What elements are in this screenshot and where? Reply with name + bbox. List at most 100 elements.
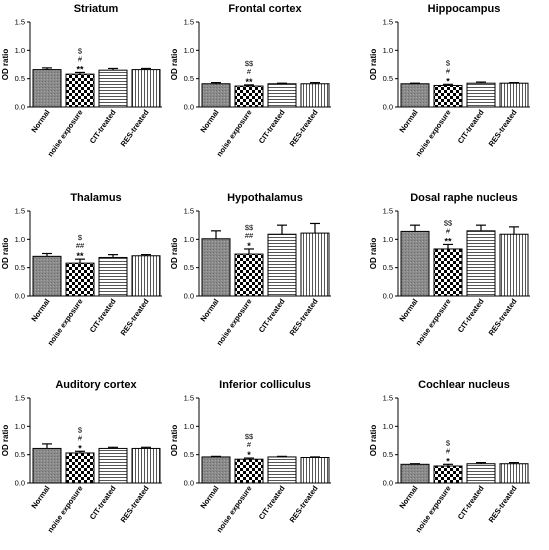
x-tick-label: Normal [198,297,220,323]
significance-marker: $$ [245,223,254,232]
panel-dosal-raphe-nucleus: Dosal raphe nucleus OD ratio 0.0 0.5 1.0 1.5 N… [369,192,530,347]
significance-marker: ** [76,251,84,261]
panel-inferior-colliculus: Inferior colliculus OD ratio 0.0 0.5 1.0 1.5 N… [170,379,331,534]
bar-cit-treated [466,230,496,297]
y-tick-label: 0.5 [383,263,393,272]
x-tick-label: RES-treated [119,108,151,149]
significance-marker: $$ [245,59,254,68]
x-tick-label: noise exposure [414,484,453,534]
y-tick-label: 0.5 [15,450,25,459]
y-tick-label: 0.0 [383,103,393,112]
y-tick-label: 0.5 [184,74,194,83]
bar-normal [32,255,62,297]
significance-marker: # [247,67,252,76]
x-tick-label: Normal [397,108,419,134]
bar-normal [201,83,231,108]
y-tick-label: 1.0 [383,422,393,431]
y-tick-label: 1.5 [184,18,194,27]
bar-normal [201,456,231,484]
y-tick-label: 1.0 [15,46,25,55]
x-tick-label: CIT-treated [88,484,118,522]
x-tick-label: Normal [29,297,51,323]
bar-normal [32,447,62,484]
x-tick-label: noise exposure [46,108,85,158]
panel-title: Inferior colliculus [219,379,311,391]
y-tick-label: 0.5 [184,450,194,459]
bar-cit-treated [98,69,128,108]
y-axis-label: OD ratio [1,49,10,81]
bar-normal [400,83,430,108]
significance-marker: # [446,66,451,75]
x-tick-label: CIT-treated [257,484,287,522]
bar-noise-exposure [65,452,95,484]
x-tick-label: noise exposure [46,297,85,347]
significance-marker: * [78,443,82,453]
significance-marker: $$ [245,432,254,441]
bar-cit-treated [98,447,128,484]
x-tick-label: noise exposure [46,484,85,534]
bar-res-treated [300,83,330,108]
y-axis-label: OD ratio [170,238,179,270]
bar-noise-exposure [234,85,264,108]
y-tick-label: 0.0 [15,479,25,488]
bar-normal [400,463,430,484]
bar-res-treated [499,82,529,108]
x-tick-label: noise exposure [414,108,453,158]
y-axis-label: OD ratio [1,425,10,457]
significance-marker: $ [78,233,83,242]
x-tick-label: RES-treated [288,108,320,149]
panel-title: Striatum [74,3,119,15]
panel-title: Hippocampus [428,3,501,15]
y-tick-label: 0.5 [383,450,393,459]
significance-marker: $ [446,58,451,67]
x-tick-label: CIT-treated [257,108,287,146]
bar-res-treated [131,255,161,297]
bar-cit-treated [267,233,297,297]
x-tick-label: Normal [29,484,51,510]
x-tick-label: noise exposure [215,108,254,158]
x-tick-label: RES-treated [487,484,519,525]
x-tick-label: RES-treated [487,297,519,338]
y-tick-label: 1.5 [383,394,393,403]
y-tick-label: 1.0 [184,422,194,431]
x-tick-label: RES-treated [288,297,320,338]
panel-title: Thalamus [70,192,121,204]
bar-noise-exposure [65,73,95,108]
bar-res-treated [131,447,161,484]
significance-marker: ## [245,231,254,240]
significance-marker: * [247,450,251,460]
bar-cit-treated [98,256,128,297]
bar-res-treated [300,457,330,484]
x-tick-label: CIT-treated [456,108,486,146]
bar-cit-treated [466,82,496,108]
y-tick-label: 1.5 [15,18,25,27]
bar-noise-exposure [433,248,463,297]
y-tick-label: 0.0 [383,479,393,488]
significance-marker: * [247,241,251,251]
y-tick-label: 1.5 [383,18,393,27]
x-tick-label: CIT-treated [456,484,486,522]
x-tick-label: RES-treated [487,108,519,149]
y-tick-label: 0.0 [15,103,25,112]
bar-normal [32,69,62,108]
significance-marker: $ [446,438,451,447]
significance-marker: # [446,446,451,455]
y-tick-label: 1.5 [15,207,25,216]
panel-thalamus: Thalamus OD ratio 0.0 0.5 1.0 1.5 Normal **##$ n… [1,192,162,347]
bar-res-treated [499,233,529,297]
y-axis-label: OD ratio [1,238,10,270]
x-tick-label: CIT-treated [257,297,287,335]
bar-noise-exposure [234,458,264,484]
significance-marker: # [247,440,252,449]
y-tick-label: 1.0 [184,235,194,244]
bar-noise-exposure [433,465,463,484]
y-axis-label: OD ratio [369,425,378,457]
bar-normal [201,238,231,297]
significance-marker: $ [78,425,83,434]
panel-auditory-cortex: Auditory cortex OD ratio 0.0 0.5 1.0 1.5 Norma… [1,379,162,534]
significance-marker: $ [78,46,83,55]
y-tick-label: 1.0 [15,422,25,431]
significance-marker: ## [76,241,85,250]
y-tick-label: 0.0 [15,292,25,301]
